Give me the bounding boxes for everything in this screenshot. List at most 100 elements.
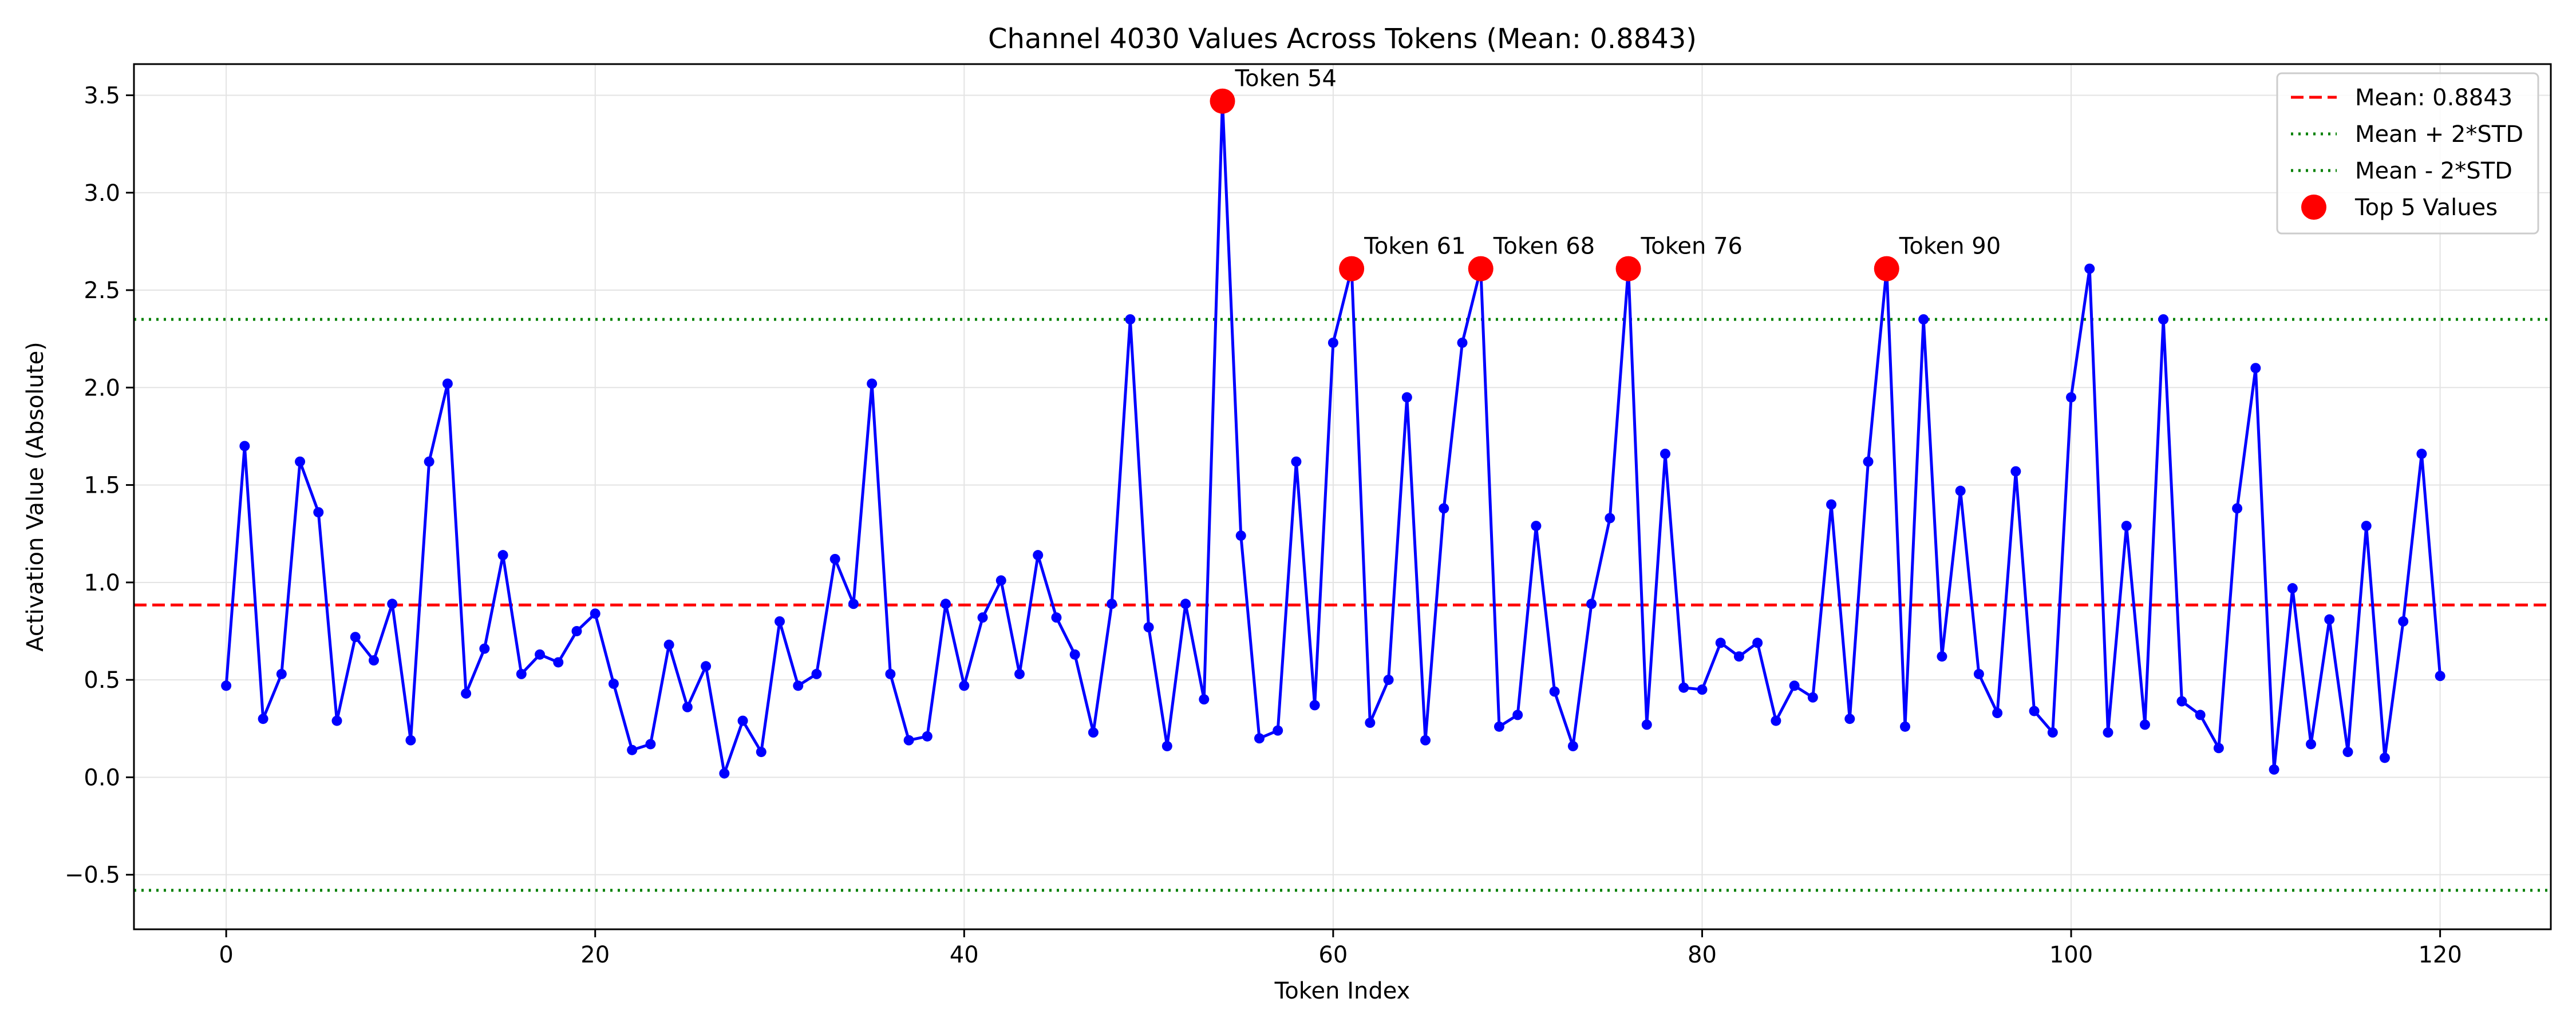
data-point [1678, 682, 1689, 693]
data-point [1605, 513, 1615, 524]
data-point [2435, 671, 2445, 682]
data-point [1199, 694, 1210, 705]
data-point [2195, 710, 2206, 720]
data-point [645, 739, 656, 750]
data-point [682, 702, 693, 712]
y-axis: −0.5 0.0 0.5 1.0 1.5 2.0 2.5 3.0 3.5 [65, 82, 134, 889]
data-point [1291, 456, 1302, 467]
data-point [1826, 499, 1837, 510]
data-point [2213, 743, 2224, 754]
data-point [1918, 314, 1929, 325]
data-point [941, 599, 951, 609]
data-point [627, 744, 638, 755]
data-point [1937, 651, 1947, 662]
top-value-point [1615, 256, 1641, 282]
data-point [2379, 752, 2390, 763]
data-point [1955, 485, 1966, 496]
data-point [2398, 616, 2409, 627]
top-value-point [1339, 256, 1365, 282]
x-tick-label: 40 [950, 942, 979, 968]
data-point [571, 625, 582, 636]
data-point [1033, 550, 1044, 561]
data-point [1844, 714, 1855, 724]
data-point [1512, 710, 1523, 720]
data-point [2029, 706, 2040, 716]
reference-lines [134, 318, 2551, 892]
data-point [350, 632, 361, 643]
data-point [535, 649, 546, 660]
data-point [2066, 392, 2077, 403]
data-point [1439, 503, 1449, 514]
data-point [1273, 725, 1283, 736]
data-point [1365, 718, 1376, 728]
data-point [1088, 727, 1099, 738]
data-point [276, 668, 287, 679]
data-point [590, 608, 600, 619]
data-point [959, 680, 970, 691]
legend-entry: Top 5 Values [2354, 195, 2498, 221]
data-point [2084, 263, 2095, 274]
data-point [1051, 612, 1062, 623]
y-tick-label: 1.0 [84, 570, 120, 596]
data-point [1733, 651, 1744, 662]
y-tick-label: 2.0 [84, 375, 120, 401]
data-point [1069, 649, 1080, 660]
data-point [1641, 719, 1652, 730]
top-value-annotation: Token 68 [1493, 233, 1595, 260]
top-value-annotation: Token 76 [1641, 233, 1743, 260]
data-point [1789, 680, 1800, 691]
y-tick-label: 2.5 [84, 278, 120, 304]
legend-entry: Mean: 0.8843 [2355, 85, 2512, 111]
x-tick-label: 100 [2049, 942, 2093, 968]
data-point [719, 768, 730, 779]
legend: Mean: 0.8843 Mean + 2*STD Mean - 2*STD Top … [2276, 72, 2539, 235]
data-point [221, 680, 232, 691]
x-tick-label: 20 [580, 942, 610, 968]
plot-frame [133, 63, 2552, 930]
y-tick-label: 3.0 [84, 180, 120, 207]
top-value-annotation: Token 61 [1364, 233, 1465, 260]
data-point [1660, 449, 1671, 459]
data-point [516, 668, 527, 679]
y-tick-label: 0.5 [84, 667, 120, 694]
legend-swatch [2301, 195, 2326, 220]
y-tick-label: −0.5 [65, 862, 120, 889]
data-point [2416, 449, 2427, 459]
data-point [775, 616, 785, 627]
data-point [2232, 503, 2243, 514]
data-point [461, 688, 472, 699]
top-value-annotation: Token 54 [1235, 66, 1337, 92]
data-point [1420, 735, 1431, 746]
data-point [1309, 700, 1320, 711]
data-point [2324, 614, 2335, 625]
data-point [885, 668, 896, 679]
data-point [1863, 456, 1874, 467]
data-point [2306, 739, 2317, 750]
data-point [1180, 599, 1191, 609]
data-point [387, 599, 398, 609]
data-point [1715, 637, 1726, 648]
data-point [295, 456, 306, 467]
top-value-point [1874, 256, 1899, 282]
data-point [1235, 530, 1246, 541]
data-point [239, 441, 250, 451]
data-point [1567, 740, 1578, 751]
top-values: Token 54 Token 61 Token 68 Token 76 Token 90 [1210, 66, 2001, 282]
data-point [2047, 727, 2058, 738]
data-point [1899, 721, 1910, 732]
data-point [1401, 392, 1412, 403]
data-point [829, 553, 840, 564]
chart-title: Channel 4030 Values Across Tokens (Mean:… [988, 23, 1697, 55]
data-point [331, 715, 342, 726]
x-axis: 0 20 40 60 80 100 120 [219, 929, 2462, 968]
data-point [867, 378, 878, 389]
data-point [2158, 314, 2169, 325]
data-point [424, 456, 434, 467]
data-point [811, 668, 822, 679]
data-point [756, 747, 767, 758]
top-value-point [1210, 88, 1235, 114]
data-point [1771, 715, 1781, 726]
data-point [1752, 637, 1763, 648]
data-point [442, 378, 453, 389]
data-point [1107, 599, 1117, 609]
